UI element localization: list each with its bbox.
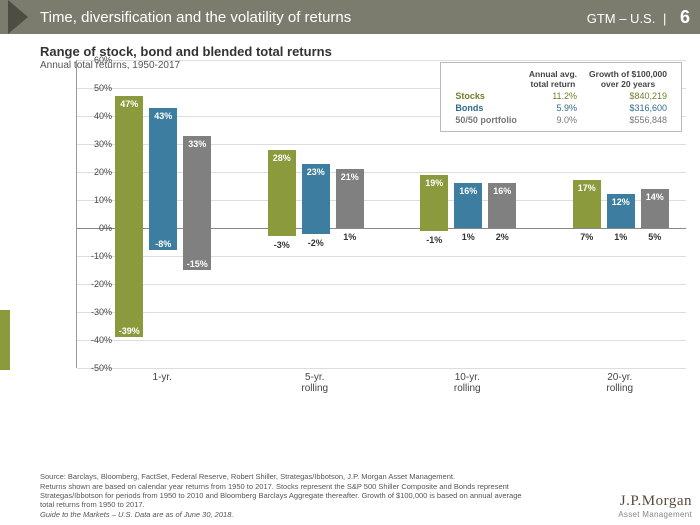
y-tick-label: -20% bbox=[82, 279, 112, 289]
bar-bonds: 43%-8% bbox=[149, 60, 177, 368]
y-tick-label: 0% bbox=[82, 223, 112, 233]
y-tick-label: -30% bbox=[82, 307, 112, 317]
logo-bottom: Asset Management bbox=[618, 510, 692, 519]
header-right: GTM – U.S. | 6 bbox=[587, 7, 690, 28]
y-tick-label: 10% bbox=[82, 195, 112, 205]
bar-blend: 33%-15% bbox=[183, 60, 211, 368]
bar-low-label: 1% bbox=[454, 232, 482, 242]
y-tick-label: -50% bbox=[82, 363, 112, 373]
bar-blend: 21%1% bbox=[336, 60, 364, 368]
y-tick-label: 30% bbox=[82, 139, 112, 149]
bar-stocks: 47%-39% bbox=[115, 60, 143, 368]
logo-top: J.P.Morgan bbox=[618, 493, 692, 510]
legend-box: Annual avg.total returnGrowth of $100,00… bbox=[440, 62, 682, 132]
y-tick-label: 50% bbox=[82, 83, 112, 93]
y-tick-label: 40% bbox=[82, 111, 112, 121]
logo: J.P.Morgan Asset Management bbox=[618, 493, 692, 519]
y-tick-label: 20% bbox=[82, 167, 112, 177]
header: Time, diversification and the volatility… bbox=[0, 0, 700, 34]
bar-low-label: 5% bbox=[641, 232, 669, 242]
footer-line: Source: Barclays, Bloomberg, FactSet, Fe… bbox=[40, 472, 580, 481]
footer-line: total returns from 1950 to 2017. bbox=[40, 500, 580, 509]
y-tick-label: 60% bbox=[82, 55, 112, 65]
bar-bonds: 23%-2% bbox=[302, 60, 330, 368]
bar-low-label: 7% bbox=[573, 232, 601, 242]
bar-low-label: -15% bbox=[183, 259, 211, 269]
bar-low-label: -3% bbox=[268, 240, 296, 250]
bar-low-label: -2% bbox=[302, 238, 330, 248]
x-tick-label: 20-yr.rolling bbox=[570, 372, 670, 394]
legend-table: Annual avg.total returnGrowth of $100,00… bbox=[449, 68, 673, 126]
footer-line: Returns shown are based on calendar year… bbox=[40, 482, 580, 491]
page-number: 6 bbox=[680, 7, 690, 27]
bar-stocks: 28%-3% bbox=[268, 60, 296, 368]
bar-low-label: 2% bbox=[488, 232, 516, 242]
gridline bbox=[77, 368, 686, 369]
bar-low-label: -1% bbox=[420, 235, 448, 245]
footer: Source: Barclays, Bloomberg, FactSet, Fe… bbox=[40, 472, 580, 519]
footer-line: Strategas/Ibbotson for periods from 1950… bbox=[40, 491, 580, 500]
section-tab bbox=[0, 310, 10, 370]
legend-row: 50/50 portfolio9.0%$556,848 bbox=[449, 114, 673, 126]
footer-line: Guide to the Markets – U.S. Data are as … bbox=[40, 510, 580, 519]
y-tick-label: -40% bbox=[82, 335, 112, 345]
legend-row: Stocks11.2%$840,219 bbox=[449, 90, 673, 102]
bar-low-label: 1% bbox=[607, 232, 635, 242]
arrow-icon bbox=[8, 0, 28, 34]
header-title: Time, diversification and the volatility… bbox=[40, 9, 351, 26]
chart-title: Range of stock, bond and blended total r… bbox=[40, 44, 700, 59]
x-tick-label: 1-yr. bbox=[112, 372, 212, 383]
legend-row: Bonds5.9%$316,600 bbox=[449, 102, 673, 114]
bar-low-label: -8% bbox=[149, 239, 177, 249]
bar-low-label: -39% bbox=[115, 326, 143, 336]
bar-low-label: 1% bbox=[336, 232, 364, 242]
chart: 47%-39%43%-8%33%-15%28%-3%23%-2%21%1%19%… bbox=[40, 60, 690, 410]
gtm-label: GTM – U.S. bbox=[587, 11, 656, 26]
x-tick-label: 10-yr.rolling bbox=[417, 372, 517, 394]
x-tick-label: 5-yr.rolling bbox=[265, 372, 365, 394]
y-tick-label: -10% bbox=[82, 251, 112, 261]
